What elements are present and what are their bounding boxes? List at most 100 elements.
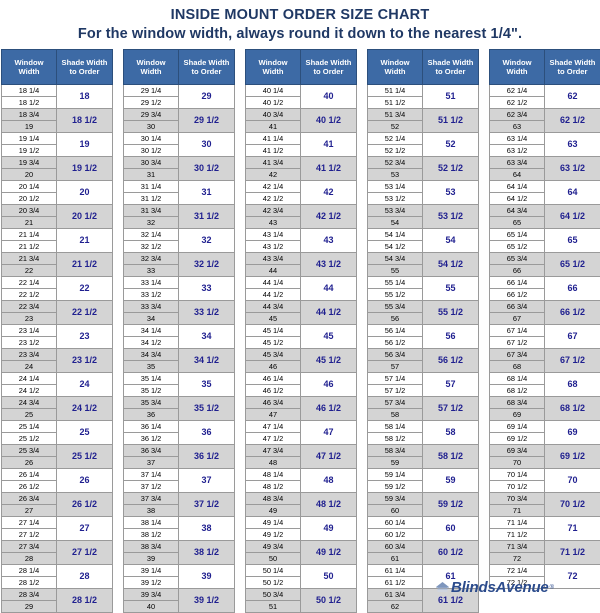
window-width-cell: 32 1/2 <box>124 241 179 253</box>
window-width-cell: 52 1/4 <box>368 133 423 145</box>
shade-width-cell: 25 1/2 <box>57 445 113 469</box>
window-width-cell: 35 1/2 <box>124 385 179 397</box>
shade-width-cell: 45 1/2 <box>301 349 357 373</box>
window-width-cell: 39 1/2 <box>124 577 179 589</box>
window-width-cell: 27 <box>2 505 57 517</box>
window-width-cell: 65 1/4 <box>490 229 545 241</box>
window-width-cell: 34 3/4 <box>124 349 179 361</box>
window-width-cell: 42 1/2 <box>246 193 301 205</box>
shade-width-cell: 52 1/2 <box>423 157 479 181</box>
brand-trademark: ® <box>550 585 554 591</box>
window-width-cell: 53 1/4 <box>368 181 423 193</box>
shade-width-cell: 44 <box>301 277 357 301</box>
window-width-cell: 72 1/4 <box>490 565 545 577</box>
window-width-cell: 59 1/2 <box>368 481 423 493</box>
window-width-cell: 48 3/4 <box>246 493 301 505</box>
window-width-cell: 31 3/4 <box>124 205 179 217</box>
window-width-cell: 40 <box>124 601 179 613</box>
shade-width-cell: 52 <box>423 133 479 157</box>
window-width-cell: 33 1/4 <box>124 277 179 289</box>
window-width-cell: 65 <box>490 217 545 229</box>
shade-width-cell: 38 1/2 <box>179 541 235 565</box>
window-width-cell: 70 1/2 <box>490 481 545 493</box>
shade-width-cell: 36 1/2 <box>179 445 235 469</box>
shade-width-cell: 23 1/2 <box>57 349 113 373</box>
shade-width-cell: 27 <box>57 517 113 541</box>
window-width-cell: 54 <box>368 217 423 229</box>
window-width-cell: 28 1/4 <box>2 565 57 577</box>
shade-width-cell: 25 <box>57 421 113 445</box>
shade-width-cell: 22 <box>57 277 113 301</box>
house-blind-icon <box>435 581 450 594</box>
shade-width-cell: 20 <box>57 181 113 205</box>
window-width-cell: 31 1/4 <box>124 181 179 193</box>
window-width-cell: 55 1/4 <box>368 277 423 289</box>
shade-width-cell: 62 1/2 <box>545 109 600 133</box>
window-width-cell: 58 <box>368 409 423 421</box>
shade-width-cell: 33 <box>179 277 235 301</box>
shade-width-cell: 36 <box>179 421 235 445</box>
shade-width-cell: 64 <box>545 181 600 205</box>
window-width-cell: 25 1/4 <box>2 421 57 433</box>
shade-width-cell: 66 1/2 <box>545 301 600 325</box>
window-width-cell: 29 <box>2 601 57 613</box>
window-width-cell: 32 3/4 <box>124 253 179 265</box>
window-width-cell: 69 1/4 <box>490 421 545 433</box>
window-width-cell: 26 3/4 <box>2 493 57 505</box>
shade-width-cell: 58 1/2 <box>423 445 479 469</box>
window-width-cell: 65 1/2 <box>490 241 545 253</box>
window-width-cell: 36 1/4 <box>124 421 179 433</box>
window-width-cell: 36 <box>124 409 179 421</box>
window-width-cell: 66 3/4 <box>490 301 545 313</box>
window-width-cell: 55 3/4 <box>368 301 423 313</box>
column-header-shade-width: Shade Width to Order <box>545 50 600 85</box>
shade-width-cell: 34 <box>179 325 235 349</box>
window-width-cell: 37 1/4 <box>124 469 179 481</box>
shade-width-cell: 42 <box>301 181 357 205</box>
shade-width-cell: 53 <box>423 181 479 205</box>
window-width-cell: 20 <box>2 169 57 181</box>
window-width-cell: 59 1/4 <box>368 469 423 481</box>
window-width-cell: 45 1/2 <box>246 337 301 349</box>
shade-width-cell: 19 1/2 <box>57 157 113 181</box>
window-width-cell: 38 1/2 <box>124 529 179 541</box>
brand-logo[interactable]: BlindsAvenue ® <box>435 579 554 596</box>
shade-width-cell: 70 <box>545 469 600 493</box>
window-width-cell: 37 3/4 <box>124 493 179 505</box>
shade-width-cell: 39 1/2 <box>179 589 235 613</box>
window-width-cell: 35 3/4 <box>124 397 179 409</box>
shade-width-cell: 40 1/2 <box>301 109 357 133</box>
column-header-window-width: Window Width <box>246 50 301 85</box>
window-width-cell: 69 3/4 <box>490 445 545 457</box>
window-width-cell: 43 3/4 <box>246 253 301 265</box>
shade-width-cell: 19 <box>57 133 113 157</box>
